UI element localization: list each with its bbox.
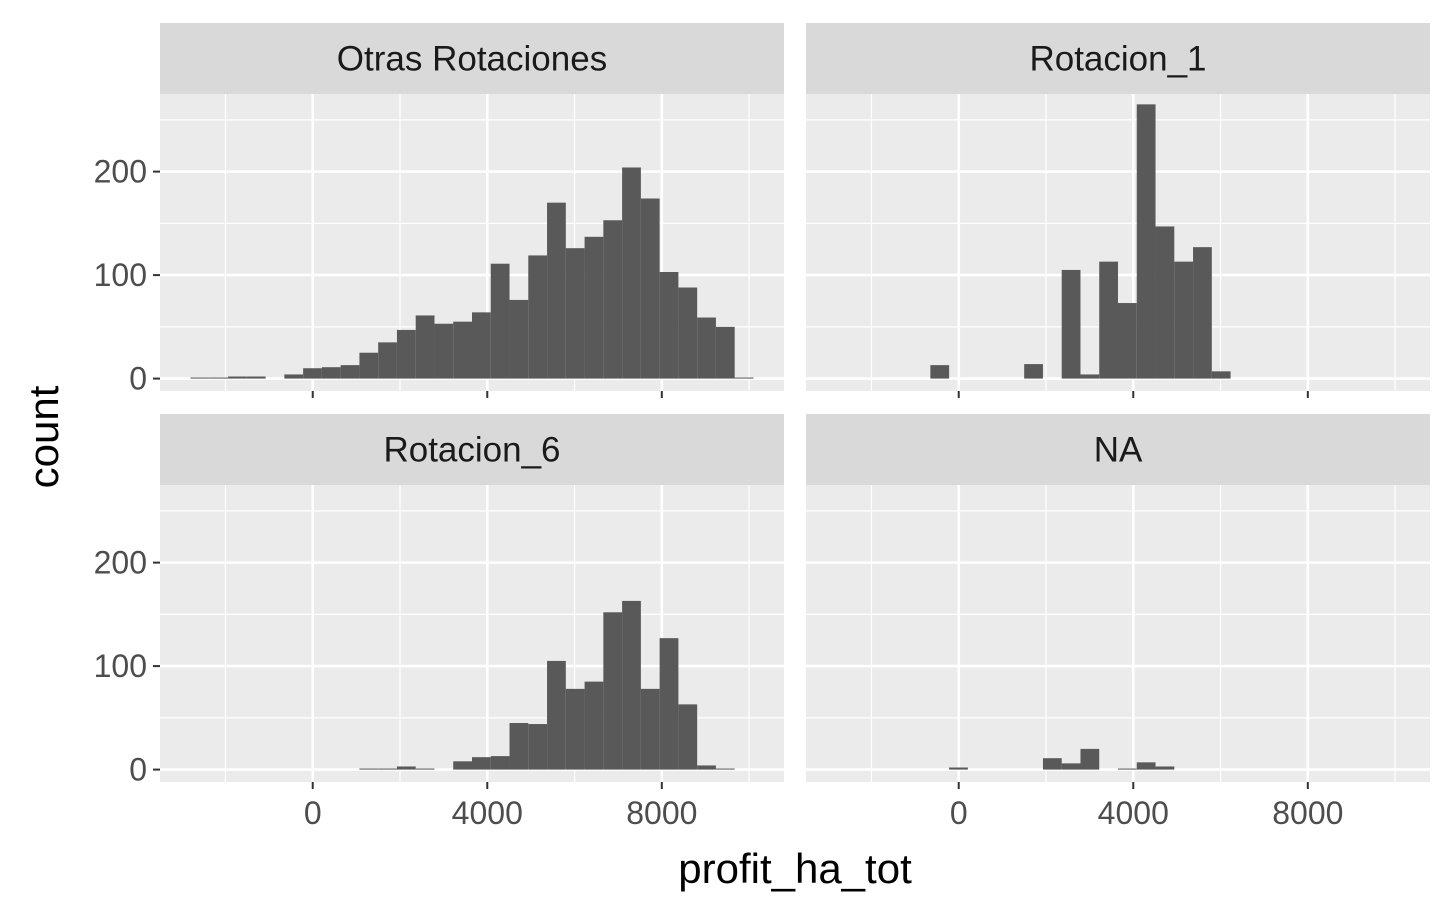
facet-strip [806, 414, 1430, 485]
histogram-bar [603, 612, 623, 770]
histogram-bar [1155, 226, 1175, 379]
histogram-bar [1061, 763, 1081, 770]
histogram-bar [715, 326, 735, 379]
histogram-bar [1155, 766, 1175, 770]
histogram-bar [603, 220, 623, 379]
histogram-bar [584, 681, 604, 770]
x-tick-label: 0 [950, 795, 968, 831]
x-tick-label: 4000 [452, 795, 523, 831]
histogram-bar [1080, 374, 1100, 379]
histogram-bar [415, 315, 435, 379]
histogram-bar [1136, 104, 1156, 379]
histogram-bar [321, 367, 341, 379]
histogram-bar [396, 329, 416, 379]
histogram-bar [622, 167, 641, 379]
x-tick-label: 0 [304, 795, 322, 831]
histogram-bar [565, 248, 585, 379]
histogram-bar [697, 765, 716, 770]
histogram-bar [659, 271, 679, 379]
x-tick-label: 8000 [626, 795, 697, 831]
histogram-bar [640, 688, 660, 770]
histogram-bar [678, 287, 698, 379]
histogram-bar [190, 377, 210, 379]
histogram-bar [1174, 261, 1194, 379]
histogram-bar [1099, 261, 1118, 379]
histogram-bar [509, 723, 529, 770]
panel-background [806, 485, 1430, 782]
y-tick-label: 0 [129, 361, 147, 397]
facet-strip-label: Otras Rotaciones [337, 40, 607, 79]
facet-na: NA 0 4000 8000 [806, 414, 1430, 831]
histogram-bar [1118, 303, 1137, 379]
histogram-bar [378, 768, 397, 770]
facet-rotacion-6: Rotacion_6 0 100 200 0 4000 8000 [94, 414, 784, 831]
histogram-bar [228, 376, 247, 379]
x-tick-label: 8000 [1272, 795, 1343, 831]
histogram-bar [396, 766, 416, 770]
x-axis-title: profit_ha_tot [678, 845, 912, 892]
histogram-bar [490, 756, 510, 770]
histogram-bar [547, 202, 566, 379]
histogram-bar [453, 761, 472, 770]
histogram-bar [1042, 758, 1062, 770]
y-axis-title: count [20, 385, 67, 488]
histogram-bar [949, 767, 968, 770]
histogram-bar [1211, 371, 1231, 379]
histogram-bar [622, 600, 641, 770]
histogram-bar [472, 757, 491, 770]
histogram-bar [209, 377, 229, 379]
histogram-bar [453, 321, 472, 379]
histogram-bar [1136, 762, 1156, 770]
y-tick-label: 0 [129, 752, 147, 788]
histogram-bar [1080, 748, 1100, 770]
histogram-bar [584, 236, 604, 379]
y-tick-label: 100 [94, 257, 147, 293]
histogram-bar [303, 368, 322, 379]
facet-strip-label: Rotacion_1 [1029, 40, 1206, 79]
histogram-bar [284, 374, 304, 379]
histogram-bar [1061, 269, 1081, 379]
histogram-bar [659, 638, 679, 770]
facet-strip [160, 23, 784, 94]
histogram-bar [509, 299, 529, 379]
histogram-bar [472, 312, 491, 379]
histogram-bar [1118, 768, 1137, 770]
facet-otras-rotaciones: Otras Rotaciones 0 100 200 [94, 23, 784, 398]
y-tick-label: 200 [94, 545, 147, 581]
histogram-bar [734, 377, 754, 379]
histogram-bar [415, 768, 435, 770]
histogram-bar [930, 365, 950, 379]
histogram-bar [434, 323, 454, 379]
histogram-bar [340, 365, 360, 379]
histogram-bar [490, 263, 510, 379]
x-tick-label: 4000 [1098, 795, 1169, 831]
y-tick-label: 100 [94, 648, 147, 684]
facet-strip-label: Rotacion_6 [383, 431, 560, 470]
histogram-bar [715, 768, 735, 770]
histogram-bar [359, 352, 379, 379]
facet-strip-label: NA [1094, 431, 1143, 470]
histogram-bar [528, 724, 548, 770]
y-tick-label: 200 [94, 154, 147, 190]
histogram-bar [547, 660, 566, 770]
facet-strip [160, 414, 784, 485]
histogram-bar [697, 317, 716, 379]
facet-strip [806, 23, 1430, 94]
facet-rotacion-1: Rotacion_1 [806, 23, 1430, 398]
histogram-bar [359, 768, 379, 770]
histogram-bar [640, 198, 660, 379]
histogram-bar [378, 342, 397, 379]
histogram-bar [1193, 247, 1212, 379]
histogram-bar [246, 376, 266, 379]
histogram-bar [1024, 364, 1043, 379]
histogram-bar [565, 688, 585, 770]
histogram-bar [528, 255, 548, 379]
histogram-bar [678, 704, 698, 770]
